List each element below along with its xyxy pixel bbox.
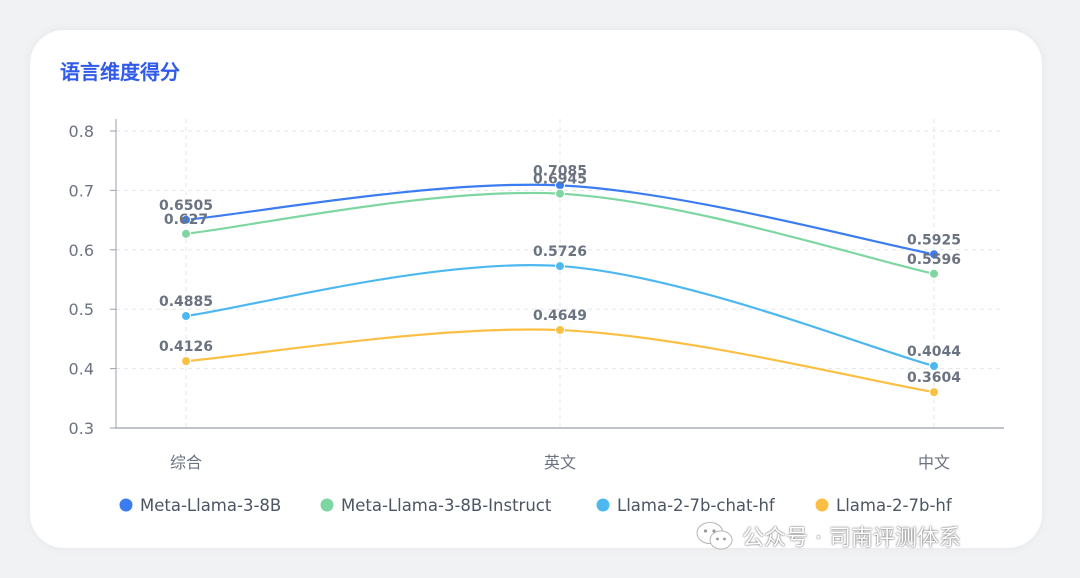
legend-item[interactable]: Meta-Llama-3-8B [119, 496, 282, 515]
y-tick-label: 0.6 [69, 241, 94, 260]
data-label: 0.3604 [907, 370, 961, 386]
y-tick-label: 0.7 [69, 181, 94, 200]
series [181, 180, 939, 398]
chart-card [30, 30, 1042, 548]
data-point[interactable] [929, 387, 939, 398]
data-point[interactable] [929, 360, 939, 371]
data-label: 0.4649 [533, 308, 587, 324]
data-label: 0.7085 [533, 163, 587, 179]
data-label: 0.627 [164, 212, 208, 228]
y-tick-label: 0.5 [69, 300, 94, 319]
data-point[interactable] [181, 356, 191, 367]
watermark-text: 公众号 · 司南评测体系 [742, 526, 961, 551]
y-tick-label: 0.3 [69, 419, 94, 438]
data-point[interactable] [181, 311, 191, 322]
data-point[interactable] [181, 214, 191, 225]
data-labels: 0.6505 0.7085 0.5925 0.627 0.6945 0.5596 0.488… [159, 163, 961, 386]
legend-marker [320, 498, 334, 512]
legend-marker [596, 498, 610, 512]
x-tick-label: 综合 [170, 453, 202, 472]
legend-item[interactable]: Llama-2-7b-chat-hf [596, 496, 776, 515]
axes: 0.3 0.4 0.5 0.6 0.7 0.8 综合 英文 中文 [69, 119, 1004, 472]
wechat-icon [696, 522, 733, 550]
legend-item[interactable]: Meta-Llama-3-8B-Instruct [320, 496, 552, 515]
data-point[interactable] [555, 325, 565, 336]
data-point[interactable] [929, 268, 939, 279]
y-tick-label: 0.4 [69, 360, 94, 379]
legend-marker [119, 498, 133, 512]
data-label: 0.4885 [159, 294, 213, 310]
data-point[interactable] [929, 249, 939, 260]
legend-label: Meta-Llama-3-8B-Instruct [341, 496, 552, 515]
x-tick-label: 英文 [544, 453, 576, 472]
watermark: 公众号 · 司南评测体系 [696, 520, 961, 552]
chart-title: 语言维度得分 [60, 60, 180, 84]
legend-marker [815, 498, 829, 512]
y-tick-label: 0.8 [69, 122, 94, 141]
data-point[interactable] [555, 261, 565, 272]
x-tick-label: 中文 [918, 453, 950, 472]
data-label: 0.4044 [907, 344, 961, 360]
legend[interactable]: Meta-Llama-3-8B Meta-Llama-3-8B-Instruct L… [119, 496, 953, 515]
data-label: 0.4126 [159, 339, 213, 355]
data-point[interactable] [181, 228, 191, 239]
data-label: 0.5596 [907, 252, 961, 268]
legend-label: Llama-2-7b-hf [836, 496, 953, 515]
data-label: 0.6505 [159, 198, 213, 214]
legend-item[interactable]: Llama-2-7b-hf [815, 496, 953, 515]
data-label: 0.5925 [907, 232, 961, 248]
legend-label: Llama-2-7b-chat-hf [617, 496, 776, 515]
legend-label: Meta-Llama-3-8B [140, 496, 281, 515]
data-point[interactable] [555, 188, 565, 199]
data-label: 0.6945 [533, 172, 587, 188]
data-label: 0.5726 [533, 244, 587, 260]
